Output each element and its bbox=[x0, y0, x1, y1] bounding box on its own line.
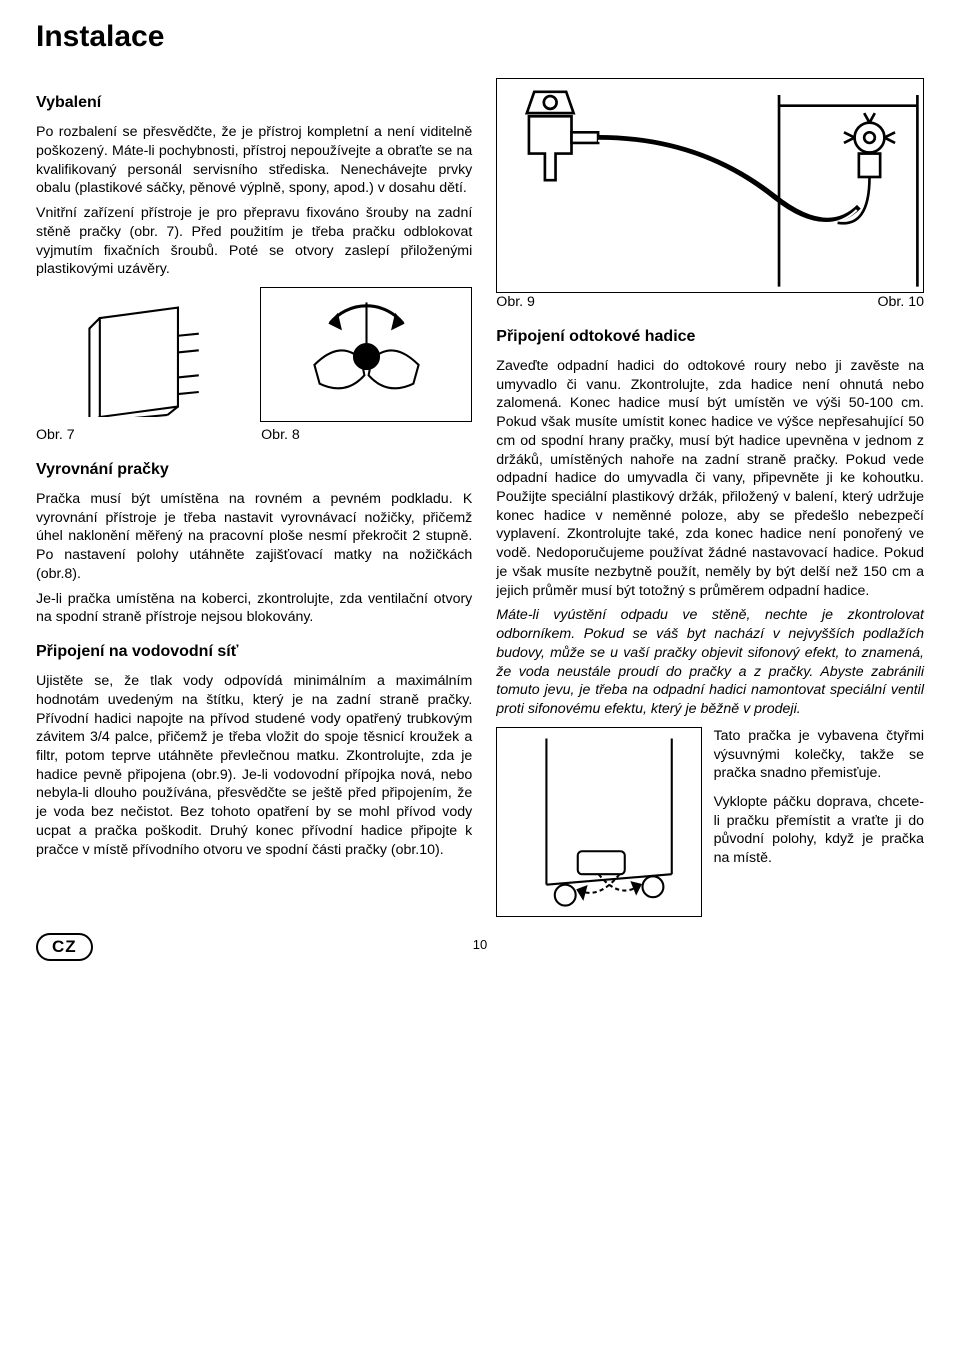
hose-connection-icon bbox=[497, 79, 923, 292]
figure-row-7-8 bbox=[36, 287, 472, 422]
page-title: Instalace bbox=[36, 20, 924, 54]
figure-7 bbox=[36, 287, 246, 422]
figure-wheels bbox=[496, 727, 701, 917]
heading-vyrovnani: Vyrovnání pračky bbox=[36, 459, 472, 480]
washer-rear-icon bbox=[79, 292, 204, 417]
figure-8 bbox=[260, 287, 472, 422]
caption-row-9-10: Obr. 9 Obr. 10 bbox=[496, 293, 924, 312]
content-columns: Vybalení Po rozbalení se přesvědčte, že … bbox=[36, 78, 924, 917]
figure-9-10 bbox=[496, 78, 924, 293]
caption-7: Obr. 7 bbox=[36, 426, 247, 445]
language-badge: CZ bbox=[36, 933, 93, 961]
caption-9: Obr. 9 bbox=[496, 293, 703, 312]
hands-adjust-icon bbox=[304, 292, 429, 417]
caption-row-7-8: Obr. 7 Obr. 8 bbox=[36, 426, 472, 445]
para-kolecka-1: Tato pračka je vybavena čtyřmi výsuvnými… bbox=[714, 727, 924, 783]
heading-odtok: Připojení odtokové hadice bbox=[496, 326, 924, 347]
wheels-text: Tato pračka je vybavena čtyřmi výsuvnými… bbox=[714, 727, 924, 917]
caption-10: Obr. 10 bbox=[717, 293, 924, 312]
wheel-lever-icon bbox=[497, 728, 700, 916]
para-odtok-italic: Máte-li vyústění odpadu ve stěně, nechte… bbox=[496, 606, 924, 718]
para-odtok: Zaveďte odpadní hadici do odtokové roury… bbox=[496, 357, 924, 601]
right-column: Obr. 9 Obr. 10 Připojení odtokové hadice… bbox=[496, 78, 924, 917]
page-number: 10 bbox=[473, 937, 487, 952]
left-column: Vybalení Po rozbalení se přesvědčte, že … bbox=[36, 78, 472, 917]
heading-vybaleni: Vybalení bbox=[36, 92, 472, 113]
caption-8: Obr. 8 bbox=[261, 426, 472, 445]
para-pripojeni-voda: Ujistěte se, že tlak vody odpovídá minim… bbox=[36, 672, 472, 859]
heading-pripojeni-voda: Připojení na vodovodní síť bbox=[36, 641, 472, 662]
para-vybaleni-1: Po rozbalení se přesvědčte, že je přístr… bbox=[36, 123, 472, 198]
para-vyrovnani-2: Je-li pračka umístěna na koberci, zkontr… bbox=[36, 590, 472, 627]
wheels-row: Tato pračka je vybavena čtyřmi výsuvnými… bbox=[496, 727, 924, 917]
page-footer: CZ 10 bbox=[36, 937, 924, 963]
para-vybaleni-2: Vnitřní zařízení přístroje je pro přepra… bbox=[36, 204, 472, 279]
para-vyrovnani-1: Pračka musí být umístěna na rovném a pev… bbox=[36, 490, 472, 584]
para-kolecka-2: Vyklopte páčku doprava, chcete-li pračku… bbox=[714, 793, 924, 868]
